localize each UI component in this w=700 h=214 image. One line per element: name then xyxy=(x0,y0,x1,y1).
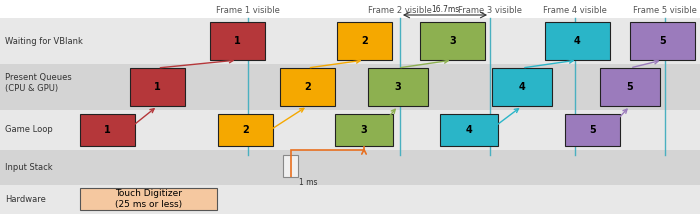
Text: Input Stack: Input Stack xyxy=(5,162,52,171)
Bar xyxy=(440,114,498,146)
Bar xyxy=(0,185,700,214)
Text: Frame 5 visible: Frame 5 visible xyxy=(633,6,697,15)
Bar xyxy=(80,188,217,210)
Bar xyxy=(210,22,265,60)
Text: Waiting for VBlank: Waiting for VBlank xyxy=(5,37,83,46)
Bar xyxy=(0,18,700,64)
Bar xyxy=(565,114,620,146)
Text: 1 ms: 1 ms xyxy=(299,178,318,187)
Text: 2: 2 xyxy=(242,125,249,135)
Text: Present Queues
(CPU & GPU): Present Queues (CPU & GPU) xyxy=(5,73,71,93)
Bar xyxy=(368,68,428,106)
Bar xyxy=(545,22,610,60)
Bar xyxy=(0,110,700,150)
Text: 4: 4 xyxy=(574,36,581,46)
Text: 3: 3 xyxy=(449,36,456,46)
Text: Game Loop: Game Loop xyxy=(5,125,52,135)
Text: Frame 4 visible: Frame 4 visible xyxy=(543,6,607,15)
Text: 5: 5 xyxy=(659,36,666,46)
Text: 5: 5 xyxy=(626,82,634,92)
Text: 16.7ms: 16.7ms xyxy=(431,5,459,14)
Text: Hardware: Hardware xyxy=(5,195,46,204)
Bar xyxy=(0,64,700,110)
Bar xyxy=(600,68,660,106)
Text: 1: 1 xyxy=(104,125,111,135)
Text: 4: 4 xyxy=(519,82,526,92)
Text: Frame 2 visible: Frame 2 visible xyxy=(368,6,432,15)
Text: 1: 1 xyxy=(234,36,241,46)
Text: 5: 5 xyxy=(589,125,596,135)
Text: 2: 2 xyxy=(304,82,311,92)
Text: Touch Digitizer
(25 ms or less): Touch Digitizer (25 ms or less) xyxy=(115,189,182,209)
Bar xyxy=(335,114,393,146)
Bar xyxy=(218,114,273,146)
Text: Frame 1 visible: Frame 1 visible xyxy=(216,6,280,15)
Text: 1: 1 xyxy=(154,82,161,92)
Bar xyxy=(420,22,485,60)
Bar xyxy=(337,22,392,60)
Bar xyxy=(280,68,335,106)
Bar xyxy=(130,68,185,106)
Text: 3: 3 xyxy=(395,82,401,92)
Bar xyxy=(80,114,135,146)
Text: Frame 3 visible: Frame 3 visible xyxy=(458,6,522,15)
Text: 3: 3 xyxy=(360,125,368,135)
Bar xyxy=(630,22,695,60)
Bar xyxy=(0,150,700,185)
Bar xyxy=(283,155,298,177)
Text: 2: 2 xyxy=(361,36,368,46)
Text: 4: 4 xyxy=(466,125,472,135)
Bar xyxy=(492,68,552,106)
